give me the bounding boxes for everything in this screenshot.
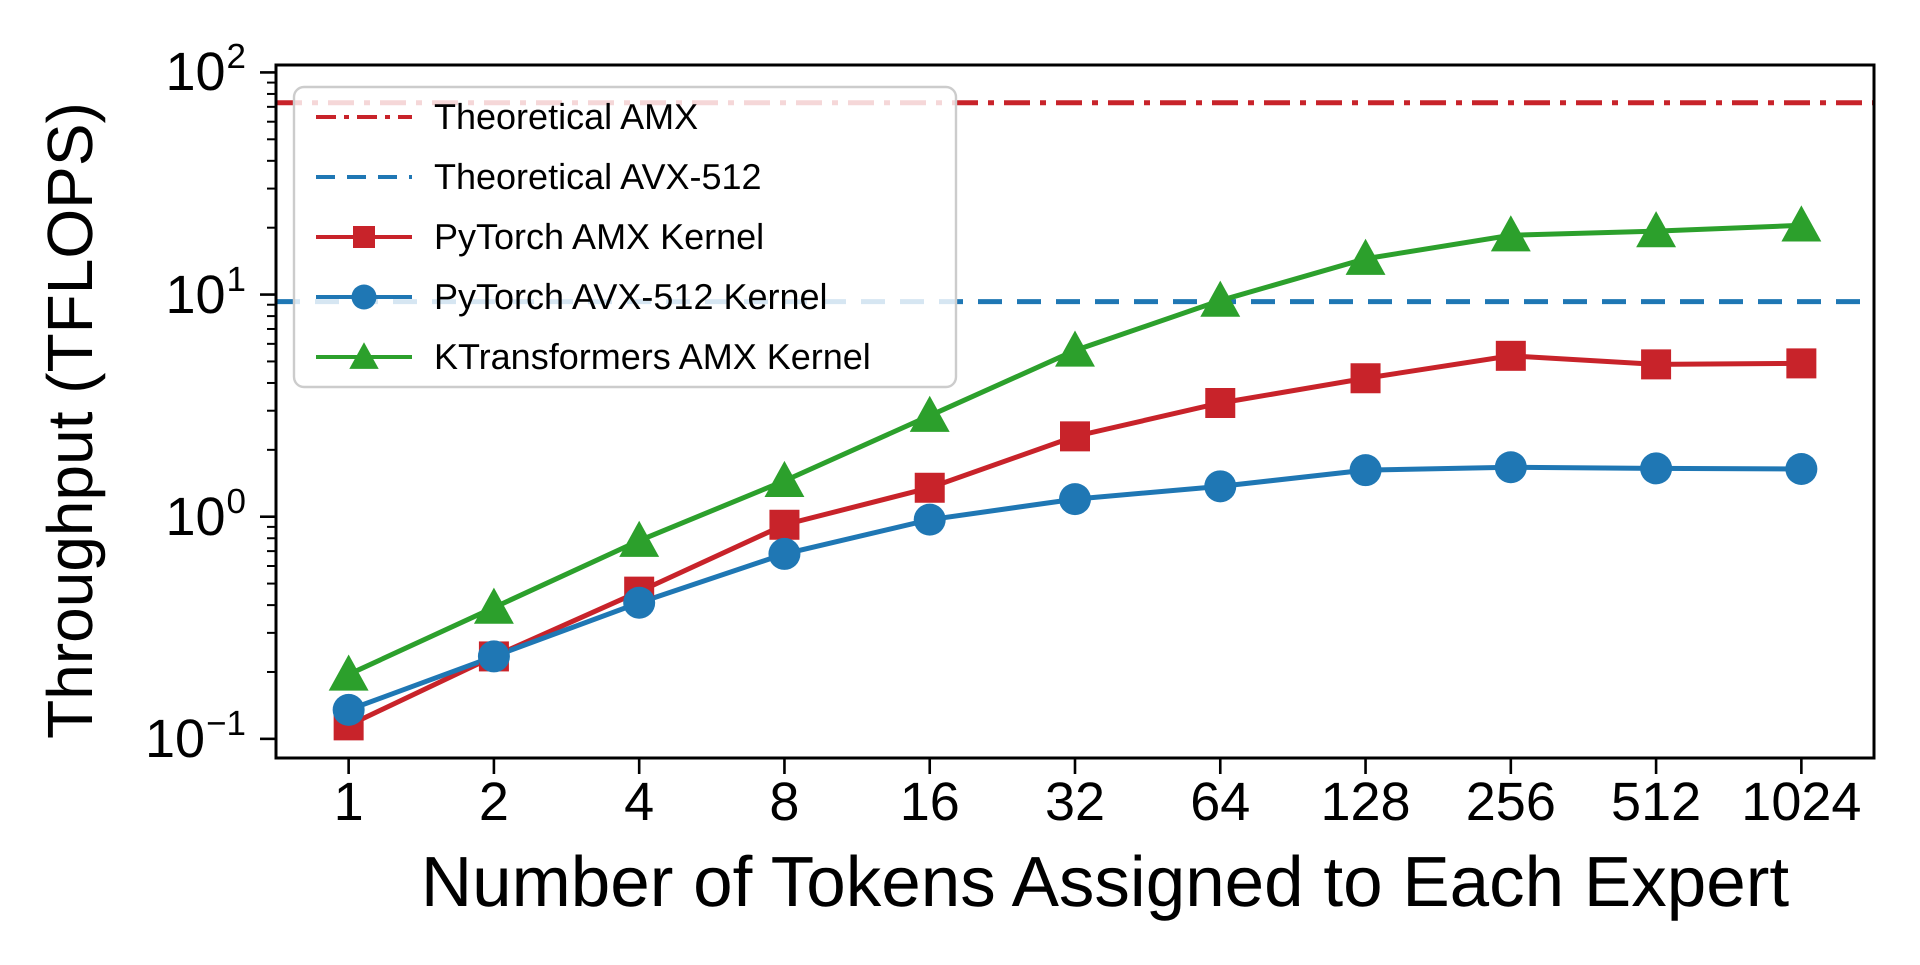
svg-text:512: 512	[1611, 772, 1701, 832]
svg-text:Theoretical AVX-512: Theoretical AVX-512	[434, 156, 762, 197]
svg-text:Theoretical AMX: Theoretical AMX	[434, 96, 698, 137]
svg-text:1: 1	[334, 772, 364, 832]
svg-text:1024: 1024	[1741, 772, 1861, 832]
svg-text:Throughput (TFLOPS): Throughput (TFLOPS)	[34, 102, 106, 739]
svg-text:256: 256	[1466, 772, 1556, 832]
svg-text:128: 128	[1320, 772, 1410, 832]
svg-text:Number of Tokens Assigned to E: Number of Tokens Assigned to Each Expert	[421, 843, 1789, 922]
svg-text:4: 4	[624, 772, 654, 832]
svg-text:8: 8	[769, 772, 799, 832]
svg-text:PyTorch AVX-512 Kernel: PyTorch AVX-512 Kernel	[434, 276, 828, 317]
svg-text:PyTorch AMX Kernel: PyTorch AMX Kernel	[434, 216, 764, 257]
svg-text:64: 64	[1190, 772, 1250, 832]
svg-text:16: 16	[900, 772, 960, 832]
svg-text:32: 32	[1045, 772, 1105, 832]
svg-text:2: 2	[479, 772, 509, 832]
svg-text:KTransformers AMX Kernel: KTransformers AMX Kernel	[434, 336, 871, 377]
